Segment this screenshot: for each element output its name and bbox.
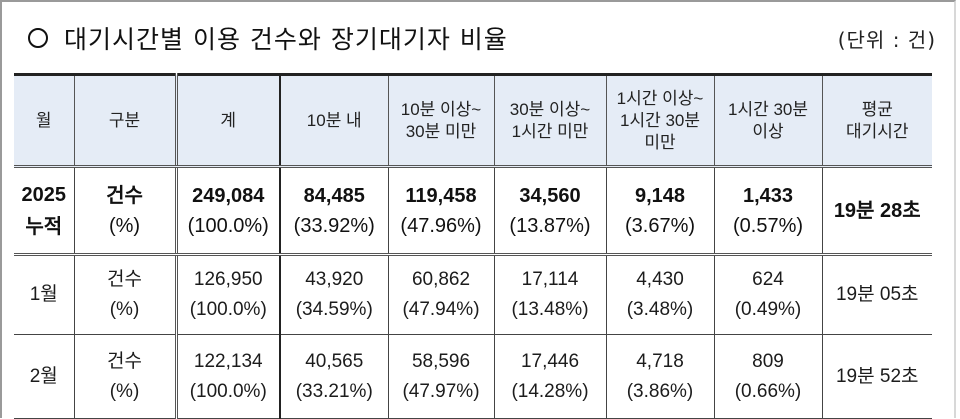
header-over-1h30m: 1시간 30분 이상 <box>713 73 823 168</box>
1h-1h30m-cell: 9,148 (3.67%) <box>605 166 715 256</box>
10m-30m-cell: 119,458 (47.96%) <box>387 166 495 256</box>
total-cell: 249,084 (100.0%) <box>174 166 281 256</box>
type-cell: 건수 (%) <box>73 334 177 419</box>
header-total: 계 <box>174 73 281 168</box>
unit-label: (단위 : 건) <box>837 27 936 52</box>
over-1h30m-cell: 624 (0.49%) <box>713 254 823 335</box>
header-month: 월 <box>14 73 75 168</box>
30m-1h-cell: 17,114 (13.48%) <box>493 254 607 335</box>
total-cell: 126,950 (100.0%) <box>174 254 281 335</box>
avg-wait-cell: 19분 28초 <box>821 166 932 256</box>
over-1h30m-cell: 1,433 (0.57%) <box>713 166 823 256</box>
total-cell: 122,134 (100.0%) <box>174 334 281 419</box>
type-cell: 건수 (%) <box>73 166 177 256</box>
header-row: 월 구분 계 10분 내 10분 이상~ 30분 미만 30분 이상~ 1시간 … <box>14 73 932 168</box>
under-10m-cell: 40,565 (33.21%) <box>279 334 389 419</box>
10m-30m-cell: 58,596 (47.97%) <box>387 334 495 419</box>
1h-1h30m-cell: 4,430 (3.48%) <box>605 254 715 335</box>
header-type: 구분 <box>73 73 177 168</box>
10m-30m-cell: 60,862 (47.94%) <box>387 254 495 335</box>
under-10m-cell: 43,920 (34.59%) <box>279 254 389 335</box>
over-1h30m-cell: 809 (0.66%) <box>713 334 823 419</box>
page-title: 대기시간별 이용 건수와 장기대기자 비율 <box>28 20 508 56</box>
30m-1h-cell: 34,560 (13.87%) <box>493 166 607 256</box>
month-cell: 2025 누적 <box>14 166 75 256</box>
title-text: 대기시간별 이용 건수와 장기대기자 비율 <box>64 25 508 54</box>
wait-time-table: 월 구분 계 10분 내 10분 이상~ 30분 미만 30분 이상~ 1시간 … <box>14 73 932 419</box>
table-row-cumulative: 2025 누적 건수 (%) 249,084 (100.0%) 84,485 (33.… <box>14 166 932 256</box>
header-30m-1h: 30분 이상~ 1시간 미만 <box>493 73 607 168</box>
header-avg-wait: 평균 대기시간 <box>821 73 932 168</box>
month-cell: 2월 <box>14 334 75 419</box>
header-under-10m: 10분 내 <box>279 73 389 168</box>
header-10m-30m: 10분 이상~ 30분 미만 <box>387 73 495 168</box>
avg-wait-cell: 19분 05초 <box>821 254 932 335</box>
avg-wait-cell: 19분 52초 <box>821 334 932 419</box>
title-row: 대기시간별 이용 건수와 장기대기자 비율 (단위 : 건) <box>28 18 936 58</box>
month-cell: 1월 <box>14 254 75 335</box>
under-10m-cell: 84,485 (33.92%) <box>279 166 389 256</box>
type-cell: 건수 (%) <box>73 254 177 335</box>
1h-1h30m-cell: 4,718 (3.86%) <box>605 334 715 419</box>
30m-1h-cell: 17,446 (14.28%) <box>493 334 607 419</box>
table-row-january: 1월 건수 (%) 126,950 (100.0%) 43,920 (34.59%) … <box>14 254 932 335</box>
circle-bullet-icon <box>28 28 48 48</box>
header-1h-1h30m: 1시간 이상~ 1시간 30분 미만 <box>605 73 715 168</box>
table-row-february: 2월 건수 (%) 122,134 (100.0%) 40,565 (33.21%) … <box>14 334 932 419</box>
